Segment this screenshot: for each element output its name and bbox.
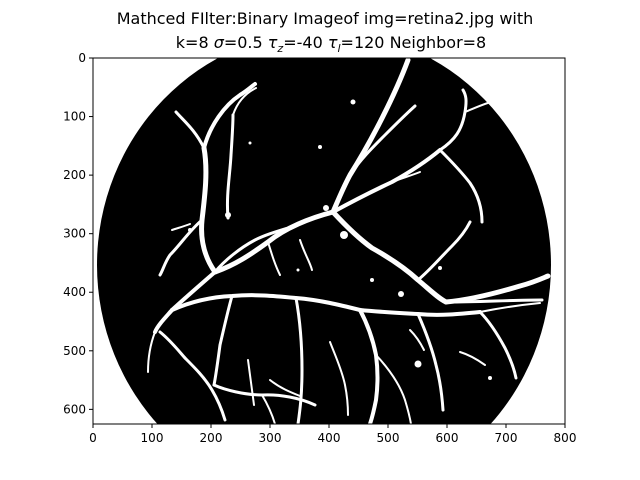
y-tick-label: 100 [63,110,86,124]
y-tick-label: 300 [63,227,86,241]
x-tick-label: 200 [200,431,223,445]
x-tick-label: 400 [318,431,341,445]
vessel-network [147,58,551,424]
blob-artifacts [188,99,492,380]
fundus-disc [97,58,551,424]
x-tick-label: 100 [141,431,164,445]
x-axis: 0 100 200 300 400 500 600 700 800 [89,424,576,445]
y-axis: 0 100 200 300 400 500 600 [63,51,93,416]
x-tick-label: 0 [89,431,97,445]
x-tick-label: 600 [436,431,459,445]
x-tick-label: 800 [554,431,577,445]
y-tick-label: 600 [63,402,86,416]
y-tick-label: 0 [78,51,86,65]
retina-binary-image [93,58,565,424]
x-tick-label: 700 [495,431,518,445]
title-line-1: Mathced FIlter:Binary Imageof img=retina… [117,9,534,28]
y-tick-label: 200 [63,168,86,182]
x-tick-label: 500 [377,431,400,445]
y-tick-label: 500 [63,344,86,358]
x-tick-label: 300 [259,431,282,445]
title-line-2: k=8 σ=0.5 τz=-40 τl=120 Neighbor=8 [176,33,486,55]
y-tick-label: 400 [63,285,86,299]
